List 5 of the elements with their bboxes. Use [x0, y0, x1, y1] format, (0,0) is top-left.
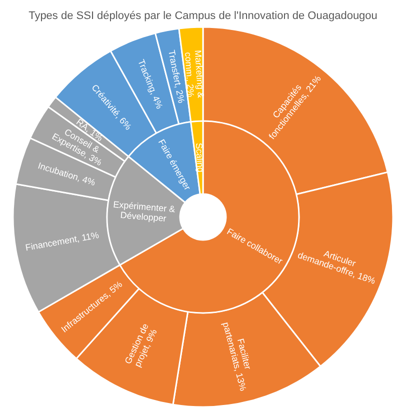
slice-label: Expérimenter & Développer — [112, 199, 176, 224]
chart-title: Types de SSI déployés par le Campus de l'Innovation de Ouagadougou — [28, 9, 378, 24]
slice-label: Financement, 11% — [24, 230, 100, 253]
slice-label: Transfert, 2% — [166, 49, 186, 104]
slice-label: Scaling — [194, 142, 206, 173]
